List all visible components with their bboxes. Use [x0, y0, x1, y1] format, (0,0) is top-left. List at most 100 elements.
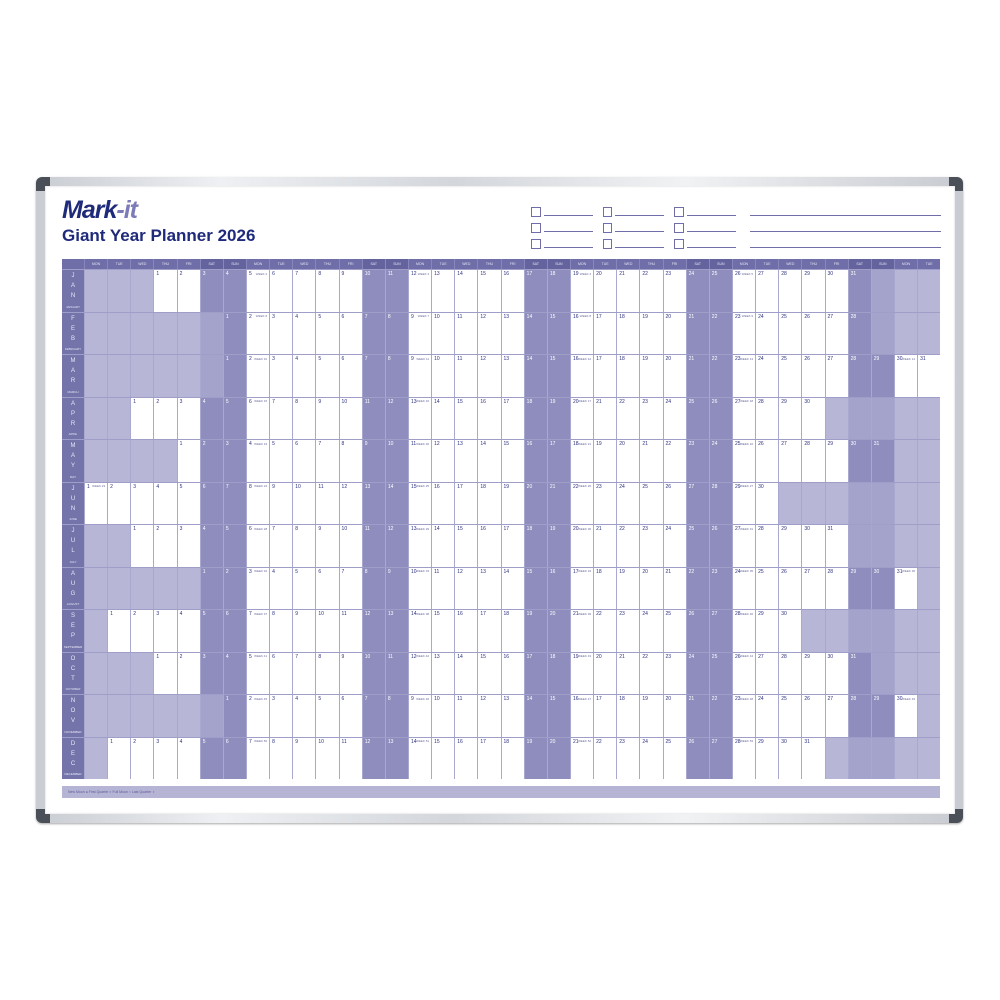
- day-cell[interactable]: 5: [199, 737, 223, 779]
- day-cell[interactable]: 5: [222, 397, 246, 439]
- day-cell[interactable]: 11: [454, 355, 478, 397]
- day-cell[interactable]: 27: [755, 652, 779, 694]
- day-cell[interactable]: 24: [639, 737, 663, 779]
- day-cell[interactable]: 7: [292, 270, 316, 312]
- day-cell[interactable]: 3: [176, 397, 200, 439]
- day-cell[interactable]: 28: [801, 440, 825, 482]
- note-checkbox[interactable]: [602, 207, 613, 217]
- day-cell[interactable]: 29: [870, 355, 894, 397]
- day-cell[interactable]: 7: [361, 312, 385, 354]
- day-cell[interactable]: 3: [176, 525, 200, 567]
- day-cell[interactable]: 7 WEEK 37: [245, 610, 270, 652]
- day-cell[interactable]: 4: [292, 695, 316, 737]
- day-cell[interactable]: 3 WEEK 32: [245, 567, 270, 609]
- day-cell[interactable]: 5: [222, 525, 246, 567]
- day-cell[interactable]: 9 WEEK 7: [407, 312, 432, 354]
- note-checkbox[interactable]: [674, 207, 684, 217]
- day-cell[interactable]: 9 WEEK 46: [407, 695, 432, 737]
- day-cell[interactable]: 28: [778, 652, 802, 694]
- day-cell[interactable]: 14: [523, 312, 547, 354]
- day-cell[interactable]: 21: [616, 270, 640, 312]
- day-cell[interactable]: 6: [338, 312, 362, 354]
- day-cell[interactable]: 19 WEEK 4: [569, 270, 594, 312]
- day-cell[interactable]: 8: [315, 270, 339, 312]
- day-cell[interactable]: 16: [454, 737, 478, 779]
- note-line[interactable]: [615, 231, 665, 232]
- day-cell[interactable]: 23: [708, 567, 732, 609]
- day-cell[interactable]: 12: [477, 312, 501, 354]
- day-cell[interactable]: 10: [338, 397, 362, 439]
- day-cell[interactable]: 1: [222, 312, 246, 354]
- day-cell[interactable]: 17: [593, 355, 617, 397]
- day-cell[interactable]: 10 WEEK 33: [407, 567, 432, 609]
- day-cell[interactable]: 25: [662, 737, 686, 779]
- day-cell[interactable]: 31: [824, 525, 848, 567]
- day-cell[interactable]: 14 WEEK 38: [407, 610, 432, 652]
- day-cell[interactable]: 31: [801, 737, 825, 779]
- day-cell[interactable]: 30: [801, 397, 825, 439]
- day-cell[interactable]: 1: [222, 695, 246, 737]
- day-cell[interactable]: 30 WEEK 49: [893, 695, 918, 737]
- day-cell[interactable]: 27: [824, 355, 848, 397]
- day-cell[interactable]: 26: [708, 397, 732, 439]
- day-cell[interactable]: 13: [454, 440, 478, 482]
- day-cell[interactable]: 24: [639, 610, 663, 652]
- day-cell[interactable]: 16: [500, 270, 524, 312]
- day-cell[interactable]: 2: [130, 737, 154, 779]
- day-cell[interactable]: 22: [708, 355, 732, 397]
- day-cell[interactable]: 19: [639, 355, 663, 397]
- day-cell[interactable]: 13: [431, 270, 455, 312]
- day-cell[interactable]: 4: [199, 397, 223, 439]
- day-cell[interactable]: 8: [292, 397, 316, 439]
- day-cell[interactable]: 16: [523, 440, 547, 482]
- day-cell[interactable]: 11: [361, 397, 385, 439]
- day-cell[interactable]: 17: [500, 397, 524, 439]
- day-cell[interactable]: 11: [338, 610, 362, 652]
- day-cell[interactable]: 23: [639, 397, 663, 439]
- day-cell[interactable]: 12: [361, 610, 385, 652]
- day-cell[interactable]: 9: [292, 610, 316, 652]
- day-cell[interactable]: 25: [708, 652, 732, 694]
- day-cell[interactable]: 16 WEEK 47: [569, 695, 594, 737]
- day-cell[interactable]: 30: [778, 610, 802, 652]
- day-cell[interactable]: 8: [315, 652, 339, 694]
- day-cell[interactable]: 14: [431, 397, 455, 439]
- day-cell[interactable]: 3: [269, 312, 293, 354]
- day-cell[interactable]: 9 WEEK 11: [407, 355, 432, 397]
- day-cell[interactable]: 19: [639, 695, 663, 737]
- day-cell[interactable]: 16: [477, 397, 501, 439]
- day-cell[interactable]: 11: [454, 312, 478, 354]
- day-cell[interactable]: 6: [222, 737, 246, 779]
- day-cell[interactable]: 4: [269, 567, 293, 609]
- day-cell[interactable]: 15: [477, 652, 501, 694]
- day-cell[interactable]: 26: [755, 440, 779, 482]
- day-cell[interactable]: 26: [778, 567, 802, 609]
- day-cell[interactable]: 16 WEEK 8: [569, 312, 594, 354]
- day-cell[interactable]: 24: [708, 440, 732, 482]
- day-cell[interactable]: 1: [130, 525, 154, 567]
- day-cell[interactable]: 2: [130, 610, 154, 652]
- day-cell[interactable]: 7: [315, 440, 339, 482]
- day-cell[interactable]: 12: [454, 567, 478, 609]
- day-cell[interactable]: 14: [384, 482, 408, 524]
- day-cell[interactable]: 14: [431, 525, 455, 567]
- day-cell[interactable]: 6: [338, 355, 362, 397]
- day-cell[interactable]: 22: [616, 397, 640, 439]
- day-cell[interactable]: 29: [847, 567, 871, 609]
- day-cell[interactable]: 20: [662, 355, 686, 397]
- day-cell[interactable]: 2: [153, 397, 177, 439]
- day-cell[interactable]: 6: [269, 270, 293, 312]
- day-cell[interactable]: 1: [153, 270, 177, 312]
- day-cell[interactable]: 10: [361, 652, 385, 694]
- day-cell[interactable]: 8: [292, 525, 316, 567]
- day-cell[interactable]: 9: [269, 482, 293, 524]
- day-cell[interactable]: 9: [338, 270, 362, 312]
- day-cell[interactable]: 20: [546, 610, 570, 652]
- day-cell[interactable]: 1: [130, 397, 154, 439]
- day-cell[interactable]: 3: [269, 355, 293, 397]
- day-cell[interactable]: 18: [616, 695, 640, 737]
- day-cell[interactable]: 25: [639, 482, 663, 524]
- day-cell[interactable]: 24: [755, 695, 779, 737]
- day-cell[interactable]: 11 WEEK 20: [407, 440, 432, 482]
- day-cell[interactable]: 13: [361, 482, 385, 524]
